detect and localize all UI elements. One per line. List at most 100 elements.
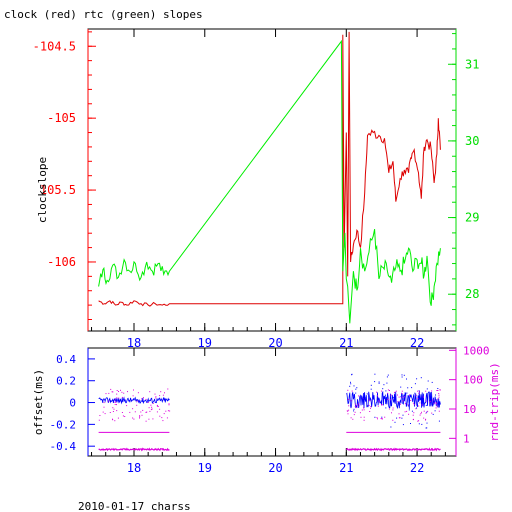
rnd-trip-point	[115, 401, 117, 403]
offset-point	[385, 394, 386, 396]
rnd-trip-point	[404, 411, 406, 413]
rnd-trip-point	[387, 392, 389, 394]
offset-point	[426, 411, 428, 413]
offset-point	[370, 384, 372, 386]
rnd-trip-point	[159, 408, 161, 410]
rnd-trip-baseline	[345, 447, 441, 452]
rnd-trip-point	[438, 410, 440, 412]
offset-point	[355, 388, 357, 390]
rnd-trip-point	[107, 400, 109, 402]
rnd-trip-point	[369, 411, 371, 412]
offset-point	[425, 427, 427, 429]
top-left-tick-label: 105.5	[40, 183, 76, 197]
rnd-trip-point	[132, 417, 134, 419]
offset-point	[356, 387, 358, 389]
offset-point	[411, 410, 413, 412]
offset-point	[387, 374, 389, 376]
offset-point	[414, 383, 416, 385]
offset-point	[362, 398, 364, 400]
rnd-trip-point	[132, 408, 134, 410]
rnd-trip-point	[370, 407, 371, 409]
rnd-trip-point	[387, 399, 389, 400]
rnd-trip-point	[104, 413, 106, 415]
offset-point	[353, 385, 355, 387]
rnd-trip-point	[98, 419, 100, 421]
offset-point	[397, 402, 399, 404]
offset-point	[374, 416, 376, 418]
bottom-left-tick-label: 0.2	[56, 375, 76, 388]
date-footer-label: 2010-01-17 charss	[78, 500, 191, 512]
rnd-trip-point	[438, 396, 440, 398]
rnd-trip-point	[161, 417, 163, 419]
rnd-trip-point	[389, 399, 391, 401]
rtc-slope-line	[98, 39, 441, 324]
rnd-trip-point	[112, 407, 114, 409]
rnd-trip-point	[431, 412, 433, 414]
rnd-trip-point	[141, 398, 143, 400]
chart-title: clock (red) rtc (green) slopes	[4, 8, 203, 21]
rnd-trip-point	[103, 402, 105, 404]
rnd-trip-point	[399, 403, 401, 405]
bottom-left-tick-label: -0.2	[50, 418, 77, 431]
offset-point	[418, 400, 419, 402]
rnd-trip-point	[437, 390, 439, 391]
rnd-trip-point	[354, 411, 356, 413]
rnd-trip-point	[162, 394, 164, 396]
rnd-trip-point	[167, 388, 169, 390]
rnd-trip-point	[151, 406, 153, 408]
rnd-trip-point	[392, 409, 394, 411]
rnd-trip-point	[134, 411, 136, 413]
rnd-trip-point	[419, 402, 421, 404]
rnd-trip-point	[126, 405, 128, 407]
offset-point	[410, 423, 411, 424]
offset-point	[421, 423, 423, 425]
rnd-trip-point	[168, 404, 170, 406]
rnd-trip-point	[425, 419, 426, 421]
bottom-left-tick-label: 0	[69, 397, 76, 410]
offset-point	[420, 377, 422, 379]
rnd-trip-point	[120, 389, 121, 391]
bottom-right-axis-label: rnd-trip(ms)	[488, 362, 501, 441]
bottom-left-tick-label: 0.4	[56, 353, 76, 366]
offset-point	[418, 390, 420, 392]
rnd-trip-point	[398, 396, 400, 398]
rnd-trip-point	[381, 418, 383, 420]
rnd-trip-point	[376, 391, 378, 393]
rnd-trip-point	[133, 418, 135, 420]
rnd-trip-point	[136, 400, 138, 402]
rnd-trip-point	[162, 420, 164, 422]
rnd-trip-point	[368, 399, 370, 401]
rnd-trip-point	[376, 417, 378, 419]
rnd-trip-point	[114, 401, 116, 403]
top-left-tick-label: -106	[47, 255, 76, 269]
offset-point	[411, 387, 413, 389]
offset-point	[385, 390, 387, 392]
rnd-trip-point	[415, 394, 417, 396]
top-right-tick-label: 30	[465, 134, 479, 148]
offset-point	[425, 404, 427, 406]
offset-point	[403, 395, 405, 397]
rnd-trip-point	[354, 406, 356, 408]
rnd-trip-point	[124, 416, 126, 417]
rnd-trip-point	[412, 414, 414, 416]
offset-point	[431, 381, 433, 383]
offset-point	[413, 396, 415, 397]
rnd-trip-point	[166, 417, 168, 419]
top-x-tick-label: 22	[410, 336, 424, 350]
offset-point	[397, 404, 399, 406]
rnd-trip-point	[395, 390, 397, 392]
rnd-trip-point	[108, 392, 110, 394]
rnd-trip-point	[402, 400, 404, 402]
rnd-trip-point	[122, 396, 124, 398]
rnd-trip-point	[347, 413, 349, 415]
rnd-trip-point	[363, 409, 365, 411]
rnd-trip-point	[392, 419, 394, 421]
rnd-trip-point	[114, 404, 116, 405]
rnd-trip-point	[384, 416, 386, 418]
rnd-trip-point	[149, 410, 151, 412]
rnd-trip-point	[418, 420, 420, 422]
offset-point	[418, 423, 420, 425]
rnd-trip-point	[116, 397, 118, 399]
rnd-trip-point	[417, 390, 419, 392]
offset-point	[401, 376, 403, 378]
